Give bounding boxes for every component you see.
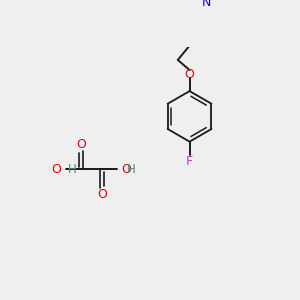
Text: O: O — [185, 68, 194, 81]
Text: H: H — [127, 163, 136, 176]
Text: O: O — [122, 163, 131, 176]
Text: H: H — [68, 163, 77, 176]
Text: F: F — [186, 155, 193, 168]
Text: O: O — [76, 138, 86, 151]
Text: N: N — [202, 0, 211, 9]
Text: O: O — [51, 163, 61, 176]
Text: O: O — [97, 188, 107, 201]
